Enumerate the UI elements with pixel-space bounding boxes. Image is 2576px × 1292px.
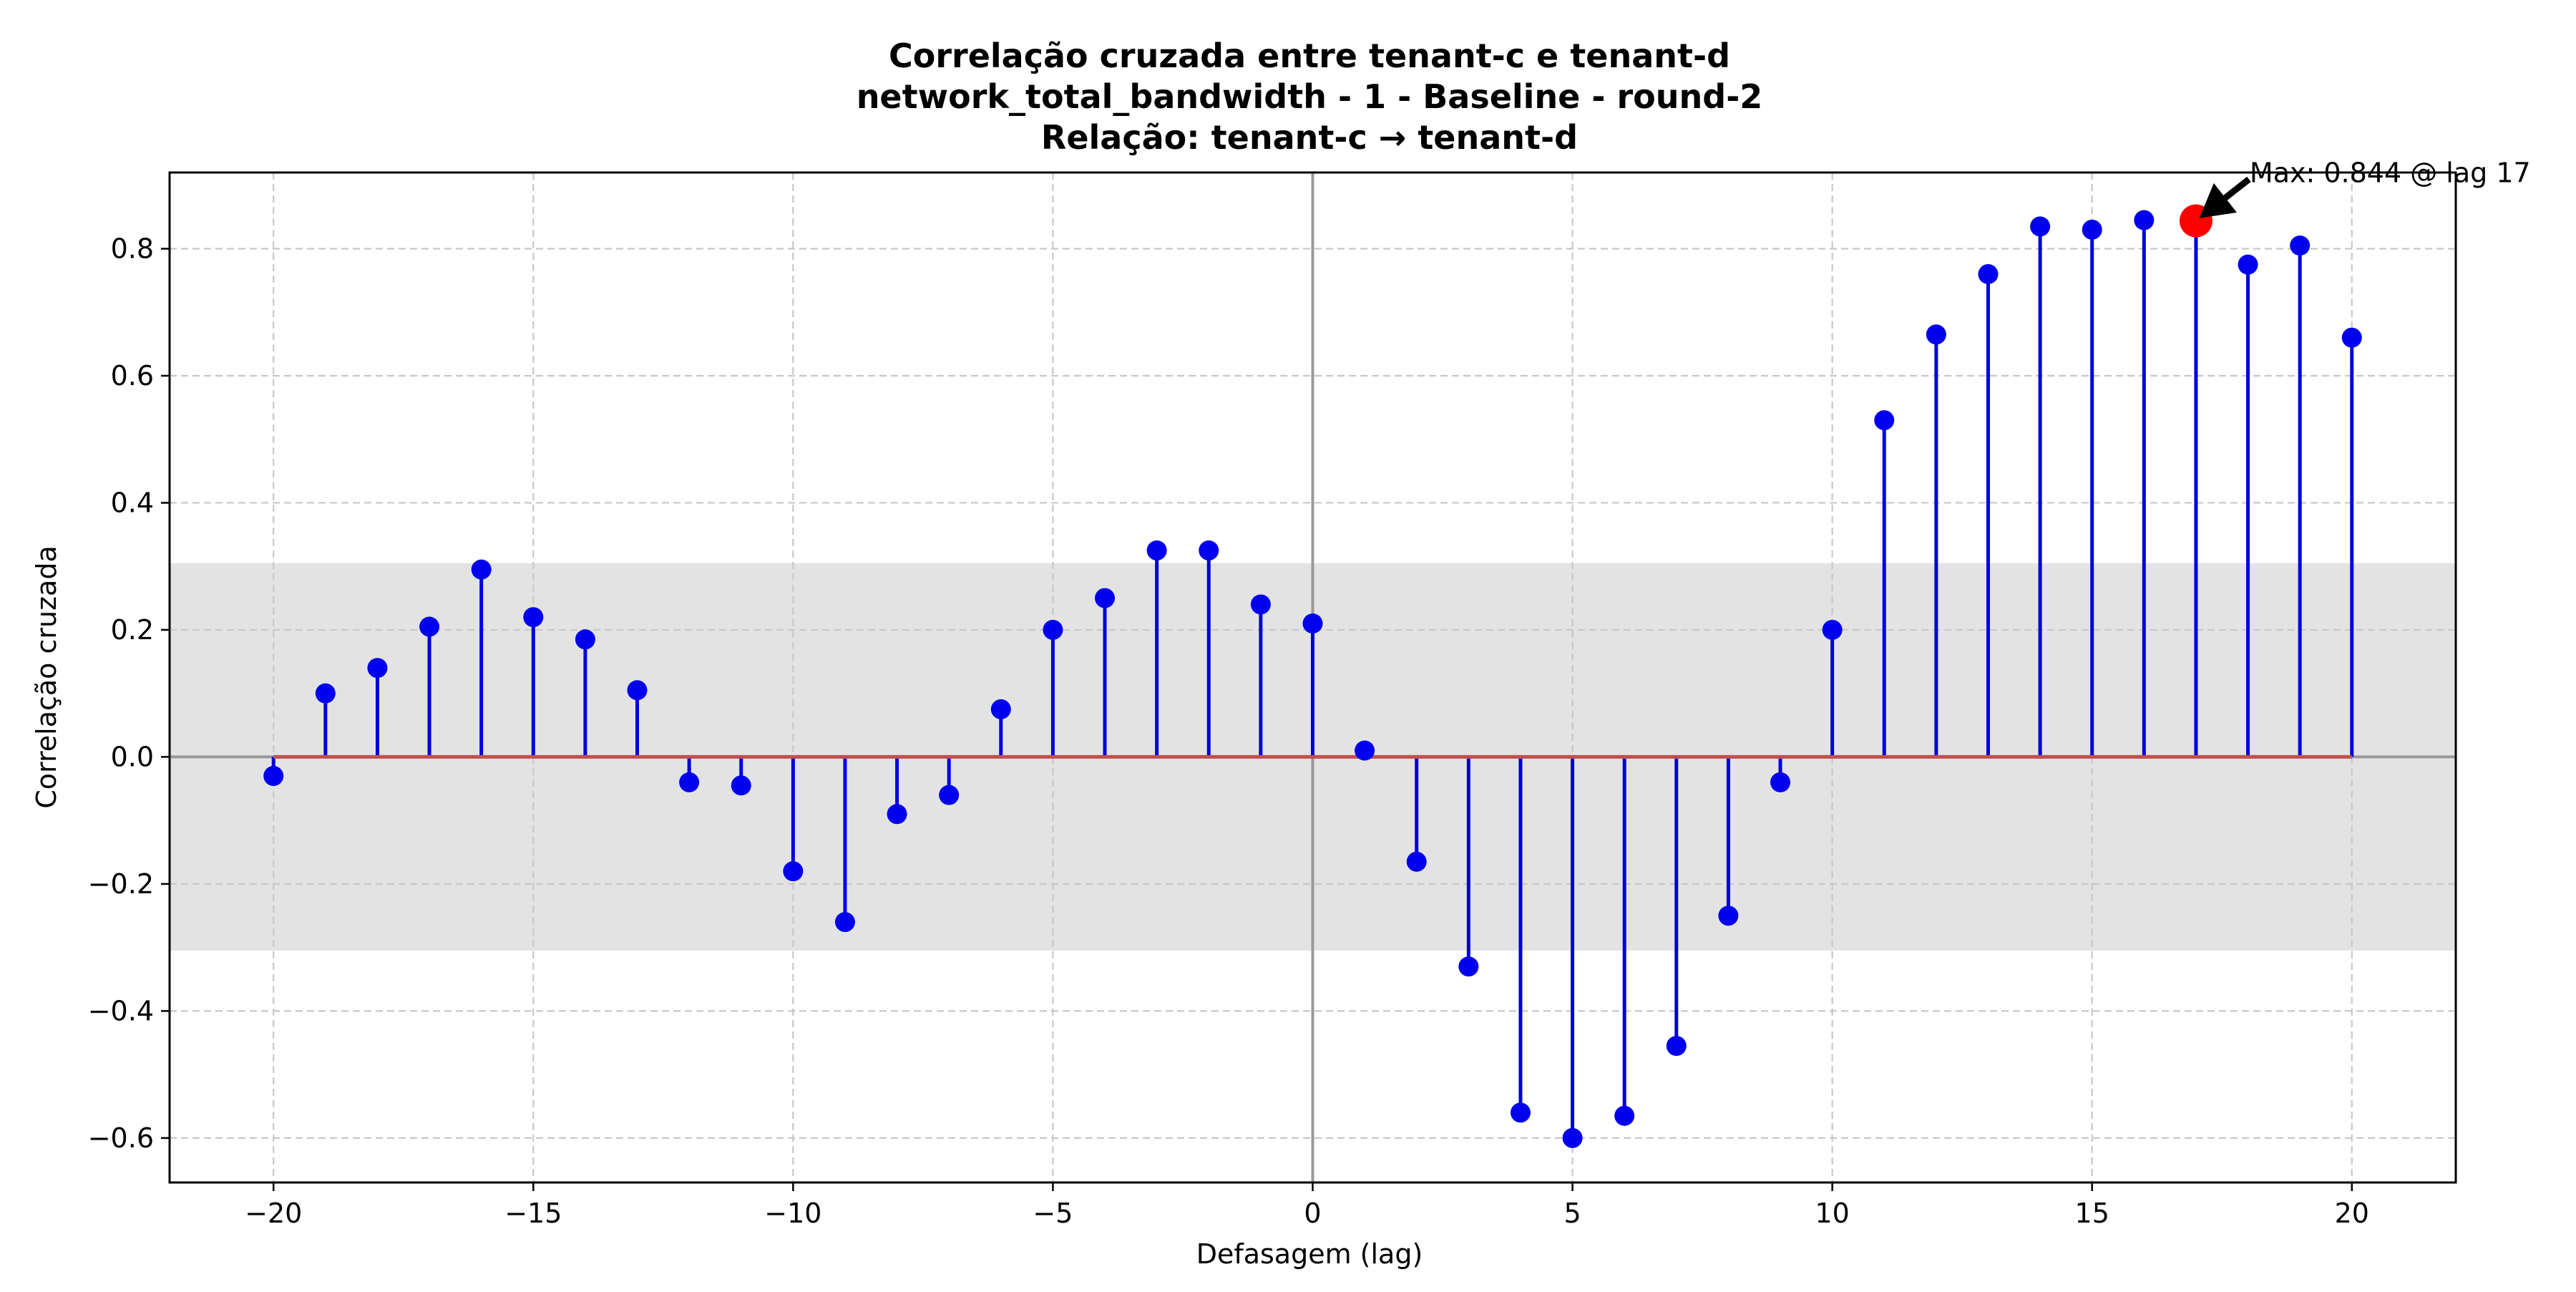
stem-marker [2134, 210, 2155, 230]
stem-marker [731, 775, 751, 796]
y-axis-label: Correlação cruzada [31, 545, 62, 809]
x-tick-label: −10 [764, 1198, 821, 1229]
x-tick-label: 20 [2335, 1198, 2369, 1229]
stem-marker [575, 629, 595, 650]
stem-marker [2030, 216, 2051, 237]
stem-marker [1406, 851, 1427, 872]
annotation-arrow-head [2199, 183, 2237, 218]
stem-marker [1666, 1036, 1687, 1057]
stem-marker [939, 785, 960, 805]
stem-marker [1978, 263, 1999, 284]
stem-marker [679, 772, 700, 792]
stem-marker [2341, 327, 2362, 348]
stem-marker [315, 683, 336, 704]
y-tick-label: 0.8 [111, 233, 154, 264]
x-tick-label: −20 [245, 1198, 302, 1229]
stem-marker [1458, 956, 1479, 977]
stem-marker [887, 804, 907, 825]
y-tick-label: −0.6 [88, 1122, 154, 1154]
stem-marker [2290, 235, 2311, 256]
stem-marker [523, 607, 544, 628]
chart-title-line-1: Correlação cruzada entre tenant-c e tena… [889, 37, 1730, 75]
x-tick-label: −5 [1033, 1198, 1073, 1229]
chart-title-line-2: network_total_bandwidth - 1 - Baseline -… [857, 77, 1763, 116]
stem-marker [627, 680, 648, 701]
stem-marker [1822, 619, 1843, 640]
stem-marker [1355, 740, 1375, 761]
y-tick-label: −0.2 [88, 868, 154, 900]
x-tick-label: 5 [1563, 1198, 1581, 1229]
stem-marker [2082, 219, 2102, 240]
y-tick-label: −0.4 [88, 995, 154, 1026]
stem-marker [990, 699, 1011, 719]
stem-marker [1146, 540, 1167, 561]
stem-marker [1199, 540, 1219, 561]
stem-marker [1095, 588, 1116, 608]
chart-title: Correlação cruzada entre tenant-c e tena… [857, 37, 1763, 157]
stem-marker [419, 616, 440, 637]
stem-marker [1302, 613, 1323, 634]
stem-marker [1874, 410, 1895, 431]
stem-marker [1770, 772, 1791, 792]
x-axis-label: Defasagem (lag) [1196, 1238, 1423, 1270]
stem-marker [367, 658, 388, 679]
stem-marker [1250, 594, 1271, 615]
stem-marker [471, 559, 492, 580]
y-tick-label: 0.6 [111, 360, 154, 392]
y-tick-label: 0.4 [111, 487, 154, 518]
y-tick-label: 0.2 [111, 614, 154, 646]
stem-marker [1926, 324, 1946, 345]
stem-marker [1562, 1127, 1583, 1148]
x-tick-label: 15 [2075, 1198, 2109, 1229]
stem-marker [1043, 619, 1063, 640]
annotation-arrow-shaft [2223, 176, 2251, 200]
x-tick-label: 0 [1304, 1198, 1321, 1229]
stem-marker [263, 766, 284, 787]
y-tick-label: 0.0 [111, 741, 154, 772]
stem-marker [2238, 254, 2258, 275]
chart-title-line-3: Relação: tenant-c → tenant-d [1041, 118, 1578, 157]
x-tick-label: −15 [504, 1198, 562, 1229]
x-tick-label: 10 [1815, 1198, 1849, 1229]
stem-marker [783, 861, 804, 882]
stem-marker [1718, 905, 1739, 926]
stem-marker [834, 912, 855, 933]
stem-marker [1510, 1102, 1531, 1123]
stem-marker [1614, 1105, 1635, 1126]
